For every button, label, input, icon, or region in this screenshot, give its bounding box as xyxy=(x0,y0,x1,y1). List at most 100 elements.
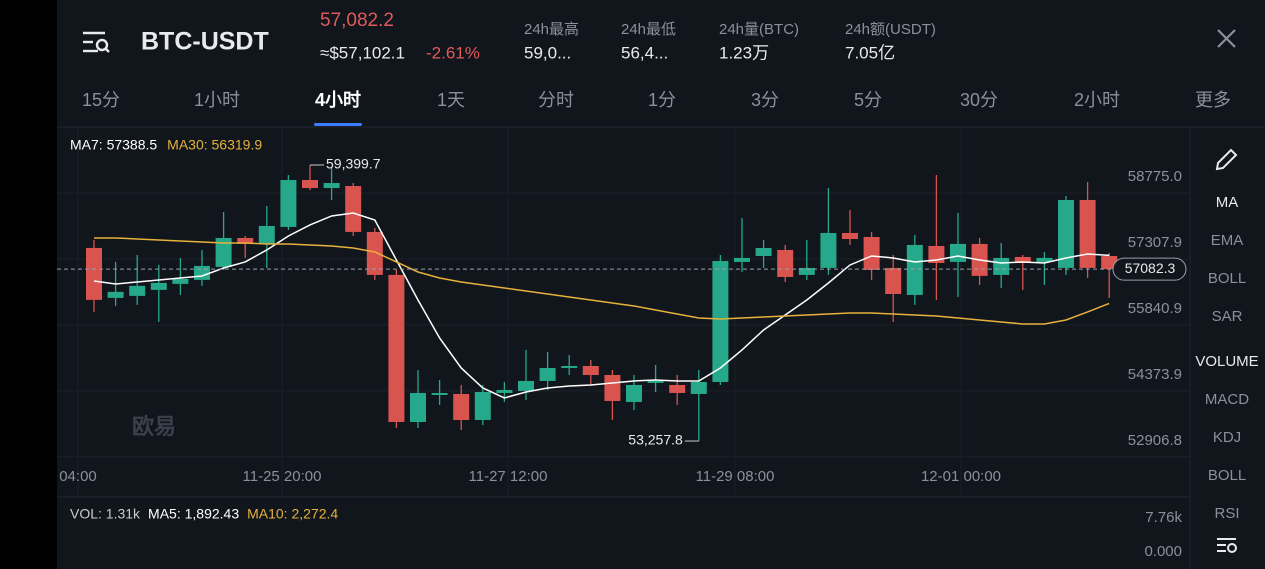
x-tick-label: 11-25 20:00 xyxy=(243,468,322,485)
candle-body xyxy=(86,247,102,300)
menu-icon[interactable] xyxy=(83,31,110,53)
tab[interactable]: 30分 xyxy=(960,90,998,110)
tab[interactable]: 2小时 xyxy=(1074,90,1120,110)
candle-body xyxy=(410,392,426,423)
volume-tick-label: 0.000 xyxy=(1144,543,1182,560)
grid: 04:00 11-25 20:00 11-27 12:00 11-29 08:00 12… xyxy=(57,128,1190,496)
candle-body xyxy=(453,393,470,420)
candle-body xyxy=(496,389,513,393)
candle-body xyxy=(1036,257,1053,262)
tab[interactable]: 1分 xyxy=(648,90,676,110)
draw-tool-icon[interactable] xyxy=(1215,148,1238,171)
candle-body xyxy=(215,237,232,267)
x-tick-label: 04:00 xyxy=(59,468,97,485)
indicator-option[interactable]: MA xyxy=(1216,194,1239,211)
tab[interactable]: 4小时 xyxy=(315,90,361,110)
stat-value: 56,4... xyxy=(621,43,668,62)
candle-body xyxy=(539,367,556,381)
candle-body xyxy=(345,186,362,232)
candle-body xyxy=(1014,256,1031,263)
candle-body xyxy=(431,392,448,395)
candle-body xyxy=(820,232,837,268)
candle-body xyxy=(388,274,405,423)
indicator-option[interactable]: EMA xyxy=(1211,232,1244,249)
y-tick-label: 58775.0 xyxy=(1128,168,1182,185)
tab[interactable]: 3分 xyxy=(751,90,779,110)
symbol[interactable]: BTC-USDT xyxy=(141,28,269,56)
indicator-option[interactable]: KDJ xyxy=(1213,429,1241,446)
stat-value: 1.23万 xyxy=(719,43,769,62)
tab[interactable]: 1天 xyxy=(437,90,465,110)
candle-body xyxy=(690,381,707,394)
ma-line xyxy=(94,237,1110,325)
candle-body xyxy=(107,291,124,298)
tab[interactable]: 15分 xyxy=(82,90,120,110)
candle-body xyxy=(712,260,729,382)
side-menu: MA EMA BOLL SAR VOLUME MACD KDJ BOLL RSI xyxy=(1195,194,1258,522)
candle-body xyxy=(950,243,966,262)
last-price-box xyxy=(1112,257,1187,281)
legend-entry: MA30: 56319.9 xyxy=(167,137,262,153)
x-tick-label: 11-27 12:00 xyxy=(469,468,548,485)
volume-ma-legend: MA10: 2,272.4 xyxy=(247,506,338,522)
volume-panel: VOL: 1.31k MA5: 1,892.43 MA10: 2,272.4 7.76… xyxy=(70,506,1182,560)
stats: 24h最高 59,0... 24h最低 56,4... 24h量(BTC) 1.23万 24… xyxy=(524,21,936,63)
indicator-option[interactable]: BOLL xyxy=(1208,467,1246,484)
candle-body xyxy=(798,267,815,275)
x-tick-label: 12-01 00:00 xyxy=(921,468,1001,485)
y-tick-label: 57307.9 xyxy=(1128,234,1182,251)
candle-body xyxy=(626,384,642,402)
indicator-option[interactable]: VOLUME xyxy=(1195,353,1258,370)
stat-value: 59,0... xyxy=(524,43,571,62)
candle-body xyxy=(172,278,189,284)
indicator-option[interactable]: SAR xyxy=(1212,308,1243,325)
stat-label: 24h最低 xyxy=(621,21,676,38)
candle-body xyxy=(194,265,210,280)
candle-body xyxy=(129,285,146,296)
candle-body xyxy=(604,374,621,401)
candle-body xyxy=(734,257,750,262)
candle-body xyxy=(302,180,318,189)
last-price-label: 57082.3 xyxy=(1125,260,1176,276)
legend: MA7: 57388.5 MA30: 56319.9 xyxy=(70,137,262,153)
settings-icon[interactable] xyxy=(1217,538,1237,553)
candle-body xyxy=(906,244,923,295)
candle-body xyxy=(1079,199,1096,268)
close-button[interactable] xyxy=(1217,29,1236,48)
indicator-option[interactable]: MACD xyxy=(1205,391,1249,408)
y-tick-label: 52906.8 xyxy=(1128,432,1182,449)
stat-label: 24h额(USDT) xyxy=(845,21,936,38)
app-background xyxy=(57,0,1265,569)
legend-entry: MA7: 57388.5 xyxy=(70,137,157,153)
stat-value: 7.05亿 xyxy=(845,43,895,62)
candle-body xyxy=(474,391,491,420)
candle-body xyxy=(150,282,167,290)
candle-body xyxy=(669,384,686,393)
volume-ma-legend: MA5: 1,892.43 xyxy=(148,506,239,522)
indicator-option[interactable]: RSI xyxy=(1214,505,1239,522)
tab[interactable]: 更多 xyxy=(1195,90,1231,110)
indicator-option[interactable]: BOLL xyxy=(1208,270,1246,287)
candle-body xyxy=(647,380,664,383)
tab[interactable]: 分时 xyxy=(538,90,574,110)
y-tick-label: 55840.9 xyxy=(1128,300,1182,317)
candle-body xyxy=(842,232,858,239)
tab[interactable]: 5分 xyxy=(854,90,882,110)
low-annotation: 53,257.8 xyxy=(628,432,683,448)
tabs: 15分 1小时 4小时 1天 分时 1分 3分 5分 30分 2小时 更多 xyxy=(82,90,1231,126)
candle-body xyxy=(518,380,534,391)
candle-body xyxy=(582,366,599,375)
candle-body xyxy=(366,231,383,275)
candle-body xyxy=(777,249,794,277)
candle-body xyxy=(993,257,1010,275)
candle-body xyxy=(755,247,772,256)
high-annotation: 59,399.7 xyxy=(326,156,381,172)
candle-body xyxy=(237,237,254,244)
tab-indicator xyxy=(314,123,362,126)
stat-label: 24h最高 xyxy=(524,21,579,38)
candle-body xyxy=(280,180,297,227)
tab[interactable]: 1小时 xyxy=(194,90,240,110)
candle-body xyxy=(561,366,578,368)
change: -2.61% xyxy=(426,43,480,62)
